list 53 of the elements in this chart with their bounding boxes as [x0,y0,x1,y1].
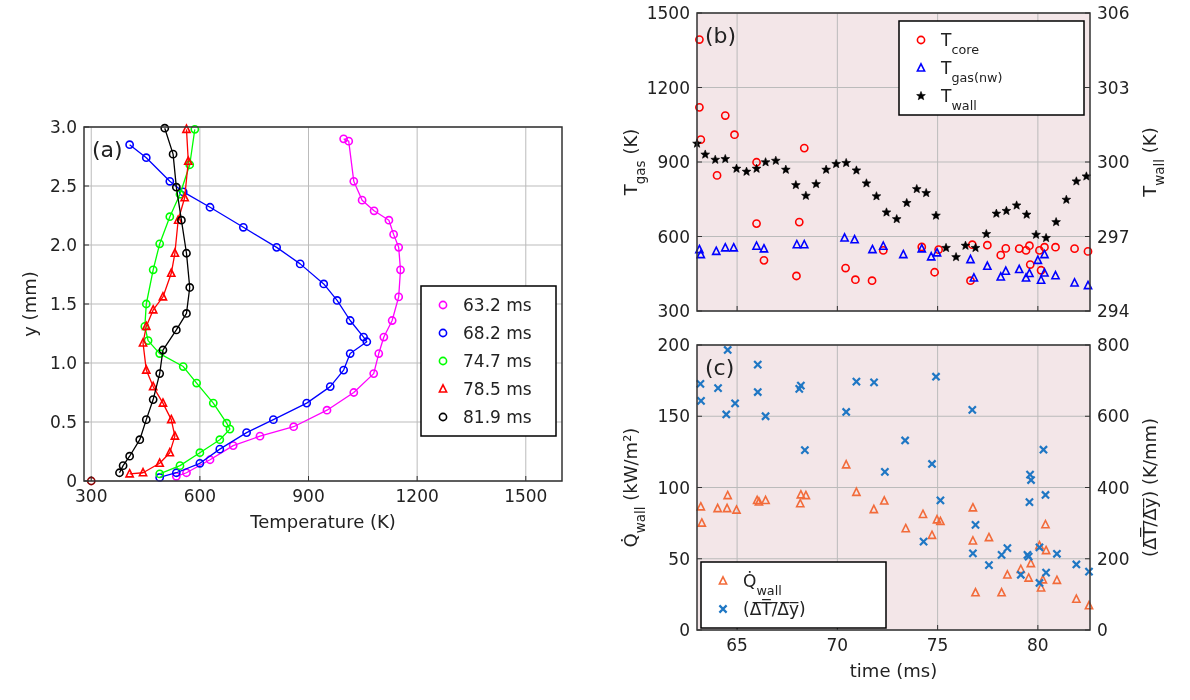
annotation: (a) [92,137,123,162]
legend-label: 68.2 ms [463,323,532,343]
y-tick-label: 0 [679,620,690,640]
y-tick-label: 3.0 [49,117,77,137]
y2-tick-label: 303 [1097,77,1130,98]
x-tick-label: 900 [292,486,325,506]
legend-label: (Δ̅T̅/̅Δ̅y̅) [743,597,806,619]
x-tick-label: 70 [826,635,849,655]
y-tick-label: 0.5 [49,412,77,432]
x-tick-label: 1200 [395,486,439,506]
legend-label: 74.7 ms [463,351,532,371]
y2-tick-label: 400 [1097,477,1130,498]
y-tick-label: 1.0 [49,353,77,373]
x-tick-label: 80 [1027,635,1049,655]
y2-axis-title: (Δ̅T̅/̅Δ̅y̅) (K/mm) [1138,417,1160,558]
y-tick-label: 2.0 [49,235,77,255]
y-tick-label: 900 [657,152,690,172]
x-tick-label: 65 [726,635,748,655]
y2-tick-label: 200 [1097,548,1130,569]
y-tick-label: 50 [668,548,690,569]
legend-label: T$_{core}$ [940,30,980,57]
legend-label: 78.5 ms [463,379,532,399]
y-tick-label: 1.5 [49,294,77,314]
x-axis-title: Temperature (K) [249,511,396,532]
y2-tick-label: 300 [1097,152,1130,172]
x-axis-title: time (ms) [849,660,938,681]
y-tick-label: 150 [657,406,690,427]
x-tick-label: 75 [926,635,949,655]
y-axis-title: y (mm) [19,271,40,337]
y-tick-label: 2.5 [49,176,77,196]
annotation: (b) [705,23,737,48]
y2-tick-label: 800 [1097,335,1130,355]
x-tick-label: 1500 [504,486,548,506]
legend-label: T$_{wall}$ [940,86,977,113]
y-tick-label: 600 [657,226,690,247]
legend-label: 81.9 ms [463,407,532,427]
y-tick-label: 0 [66,471,77,491]
y-tick-label: 300 [657,301,690,321]
y2-tick-label: 297 [1097,226,1130,247]
y-tick-label: 1500 [646,3,690,23]
y-tick-label: 100 [657,477,690,498]
y-tick-label: 1200 [646,77,690,98]
annotation: (c) [705,355,735,380]
y2-tick-label: 294 [1097,301,1130,321]
y-tick-label: 200 [657,335,690,355]
legend-label: Q̇$_{wall}$ [743,570,782,598]
y2-tick-label: 0 [1097,620,1108,640]
y2-tick-label: 600 [1097,406,1130,427]
x-tick-label: 300 [75,486,108,506]
legend-label: T$_{gas(nw)}$ [940,58,1003,85]
legend-label: 63.2 ms [463,295,532,315]
x-tick-label: 600 [183,486,217,506]
y2-tick-label: 306 [1097,3,1130,23]
